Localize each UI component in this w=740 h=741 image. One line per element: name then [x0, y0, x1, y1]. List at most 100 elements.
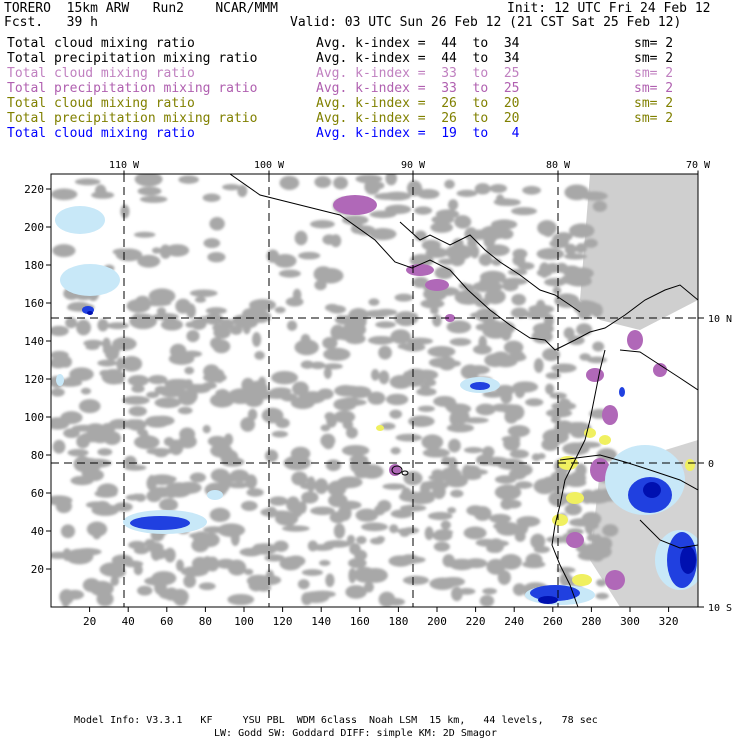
gray-cloud-blob — [227, 481, 250, 489]
purple-cloud-blob — [333, 195, 377, 215]
gray-cloud-blob — [595, 592, 609, 600]
gray-cloud-blob — [137, 585, 153, 596]
light-blue-cloud-blob — [55, 206, 105, 234]
gray-cloud-blob — [148, 375, 168, 385]
legend-sm-0: sm= 2 — [634, 36, 674, 51]
legend-sm-2: sm= 2 — [634, 66, 674, 81]
gray-cloud-blob — [427, 346, 456, 358]
x-tick-label: 200 — [427, 615, 447, 628]
gray-cloud-blob — [306, 476, 316, 492]
gray-cloud-blob — [116, 357, 125, 371]
gray-cloud-blob — [445, 244, 473, 261]
x-tick-label: 120 — [273, 615, 293, 628]
gray-cloud-blob — [133, 435, 160, 450]
gray-cloud-blob — [450, 489, 464, 498]
gray-cloud-blob — [151, 571, 177, 586]
gray-cloud-blob — [164, 378, 193, 389]
gray-cloud-blob — [281, 525, 310, 532]
y-tick-label: 200 — [24, 221, 44, 234]
gray-cloud-blob — [121, 355, 143, 372]
gray-cloud-blob — [427, 511, 453, 521]
gray-cloud-blob — [294, 339, 319, 356]
gray-cloud-blob — [408, 415, 435, 427]
gray-cloud-blob — [577, 309, 592, 320]
gray-cloud-blob — [401, 487, 412, 501]
gray-cloud-blob — [107, 566, 126, 578]
gray-cloud-blob — [271, 430, 289, 438]
gray-cloud-blob — [421, 434, 444, 450]
gray-cloud-blob — [389, 524, 399, 534]
purple-cloud-blob — [566, 532, 584, 548]
gray-cloud-blob — [271, 371, 299, 385]
gray-cloud-blob — [325, 573, 335, 588]
x-tick-label: 260 — [543, 615, 563, 628]
gray-cloud-blob — [97, 448, 113, 456]
gray-cloud-blob — [122, 395, 150, 405]
gray-cloud-blob — [482, 446, 495, 458]
gray-cloud-blob — [202, 425, 211, 434]
gray-cloud-blob — [417, 405, 435, 412]
gray-cloud-blob — [110, 575, 120, 586]
gray-cloud-blob — [301, 569, 324, 576]
gray-cloud-blob — [313, 266, 333, 282]
gray-cloud-blob — [575, 441, 601, 449]
yellow-cloud-blob — [599, 435, 611, 445]
gray-cloud-blob — [103, 431, 122, 446]
gray-cloud-blob — [517, 518, 529, 535]
gray-cloud-blob — [280, 392, 298, 402]
gray-cloud-blob — [82, 578, 101, 593]
gray-cloud-blob — [554, 293, 580, 308]
gray-cloud-blob — [348, 567, 357, 584]
gray-cloud-blob — [543, 313, 554, 329]
gray-cloud-blob — [77, 457, 102, 473]
gray-cloud-blob — [112, 248, 131, 256]
gray-cloud-blob — [97, 318, 109, 332]
gray-cloud-blob — [97, 359, 118, 367]
gray-cloud-blob — [183, 574, 197, 588]
legend-index-0: Avg. k-index = 44 to 34 — [316, 36, 520, 51]
gray-cloud-blob — [500, 404, 520, 414]
gray-cloud-blob — [412, 277, 430, 289]
gray-cloud-blob — [497, 570, 511, 585]
gray-cloud-blob — [322, 336, 338, 350]
gray-cloud-blob — [246, 488, 264, 497]
gray-cloud-blob — [444, 399, 458, 412]
gray-cloud-blob — [106, 322, 129, 330]
gray-cloud-blob — [65, 376, 83, 383]
gray-cloud-blob — [51, 188, 78, 201]
gray-cloud-blob — [70, 475, 94, 486]
gray-cloud-blob — [449, 337, 472, 346]
gray-cloud-blob — [160, 318, 183, 331]
gray-cloud-blob — [541, 438, 559, 451]
gray-cloud-blob — [374, 308, 398, 316]
gray-cloud-blob — [184, 366, 195, 375]
gray-cloud-blob — [478, 335, 487, 350]
lon-label: 70 W — [686, 160, 711, 171]
gray-cloud-blob — [237, 184, 248, 198]
gray-cloud-blob — [314, 478, 329, 495]
gray-cloud-blob — [165, 244, 190, 257]
gray-cloud-blob — [108, 418, 130, 430]
legend-sm-3: sm= 2 — [634, 81, 674, 96]
gray-cloud-blob — [491, 219, 518, 230]
gray-cloud-blob — [363, 581, 374, 593]
gray-cloud-blob — [131, 493, 143, 501]
gray-cloud-blob — [509, 449, 529, 459]
gray-cloud-blob — [530, 533, 546, 550]
gray-cloud-blob — [460, 364, 480, 380]
purple-cloud-blob — [653, 363, 667, 377]
gray-cloud-blob — [253, 543, 264, 550]
gray-cloud-blob — [378, 345, 392, 360]
gray-cloud-blob — [507, 425, 530, 438]
gray-cloud-blob — [285, 297, 304, 307]
gray-cloud-blob — [406, 180, 423, 197]
gray-cloud-blob — [478, 277, 488, 293]
gray-cloud-blob — [584, 521, 595, 535]
dark-blue-cloud-blob — [87, 311, 93, 315]
gray-cloud-blob — [134, 174, 163, 187]
gray-cloud-blob — [128, 406, 147, 417]
gray-cloud-blob — [425, 247, 449, 259]
legend-field-6: Total cloud mixing ratio — [7, 126, 195, 141]
gray-cloud-blob — [298, 251, 321, 260]
